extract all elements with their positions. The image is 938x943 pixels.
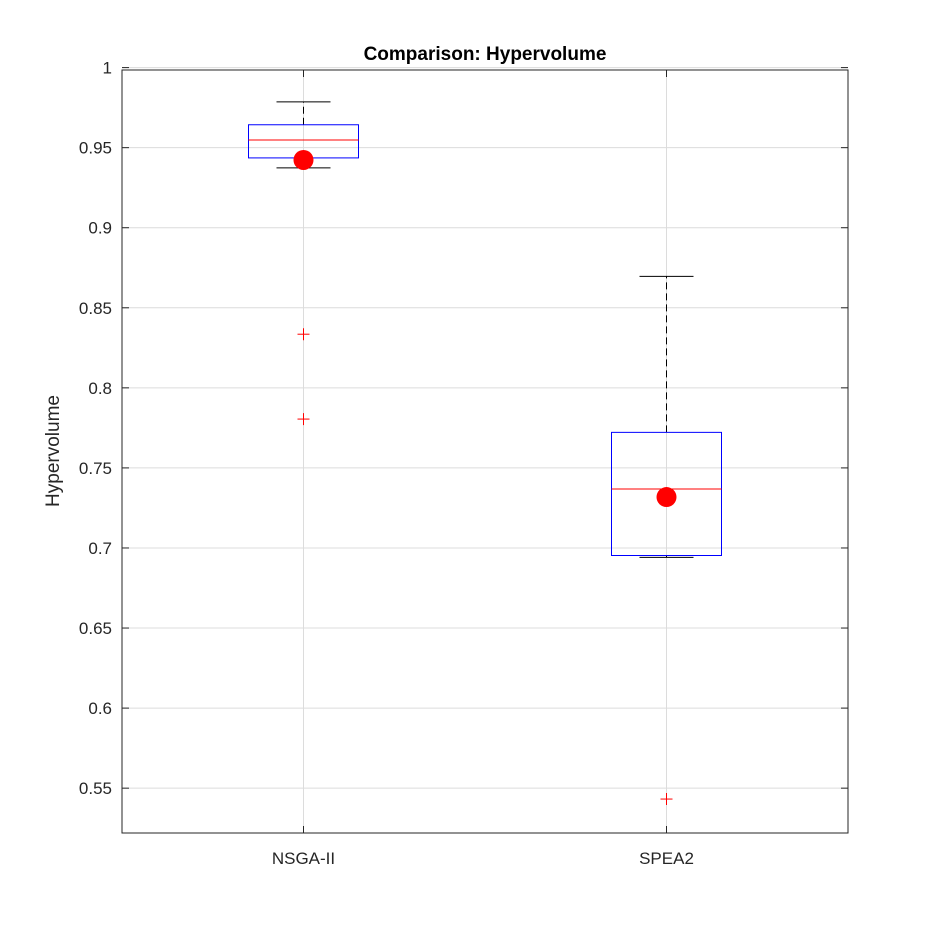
box-layer <box>248 101 722 806</box>
y-tick-label: 0.65 <box>79 619 112 638</box>
y-tick-label: 0.85 <box>79 299 112 318</box>
y-tick-label: 0.75 <box>79 459 112 478</box>
chart-title: Comparison: Hypervolume <box>364 44 607 65</box>
x-tick-label: SPEA2 <box>639 849 694 868</box>
outlier-marker <box>660 793 673 806</box>
mean-marker <box>293 149 314 170</box>
y-tick-label: 0.6 <box>88 699 112 718</box>
box-group <box>248 101 359 426</box>
y-tick-label: 0.9 <box>88 219 112 238</box>
outlier-marker <box>297 413 310 426</box>
y-tick-label: 0.8 <box>88 379 112 398</box>
outlier-marker <box>297 328 310 341</box>
y-axis-label: Hypervolume <box>43 395 64 507</box>
y-tick-label: 1 <box>103 59 112 78</box>
x-tick-label: NSGA-II <box>272 849 335 868</box>
plot-area <box>122 70 848 833</box>
box-group <box>611 275 722 806</box>
y-tick-label: 0.95 <box>79 139 112 158</box>
mean-marker <box>656 487 677 508</box>
iqr-box <box>611 431 722 557</box>
grid-layer <box>122 67 848 833</box>
axes-frame <box>121 69 849 834</box>
y-tick-label: 0.7 <box>88 539 112 558</box>
tick-layer: 0.55 0.6 0.65 0.7 0.75 0.8 0.85 0.9 0.95 1 NSGA-II… <box>79 59 848 868</box>
y-tick-label: 0.55 <box>79 779 112 798</box>
